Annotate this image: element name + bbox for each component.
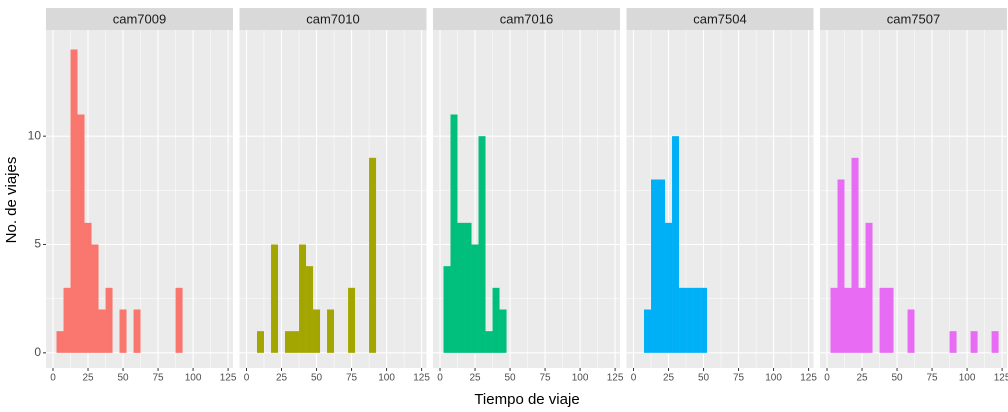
x-tick-label: 100 [765,373,782,384]
x-tick-label: 75 [346,373,358,384]
x-tick-label: 0 [50,373,56,384]
bar [348,287,356,353]
strip [433,8,620,30]
x-tick-label: 25 [469,373,481,384]
bar [443,266,451,353]
bar [879,287,887,353]
x-tick-label: 75 [539,373,551,384]
x-tick-label: 0 [824,373,830,384]
bar [651,179,659,353]
bar [63,287,71,353]
x-tick-label: 50 [117,373,129,384]
x-tick-label: 50 [698,373,710,384]
y-tick-label: 10 [28,128,42,142]
x-tick-label: 0 [437,373,443,384]
y-tick-label: 5 [34,237,41,251]
x-tick-label: 100 [572,373,589,384]
bar [299,244,307,353]
bar [970,331,978,353]
bar [56,331,64,353]
x-tick-label: 25 [856,373,868,384]
x-tick-label: 50 [891,373,903,384]
bar [700,287,708,353]
bar [285,331,293,353]
bar [844,287,852,353]
strip [820,8,1007,30]
bar [851,157,859,353]
bar [271,244,279,353]
x-tick-label: 125 [607,373,624,384]
bar [644,309,652,353]
x-axis-title: Tiempo de viaje [474,391,579,408]
x-tick-label: 100 [185,373,202,384]
bar [499,309,507,353]
x-tick-label: 75 [926,373,938,384]
facet-title: cam7507 [887,11,940,26]
bar [464,222,472,353]
bar [837,179,845,353]
x-tick-label: 75 [152,373,164,384]
bar [886,287,894,353]
bar [450,114,458,353]
bar [693,287,701,353]
bar [907,309,915,353]
bar [119,309,127,353]
x-tick-label: 75 [733,373,745,384]
bar [471,244,479,353]
facet-title: cam7504 [693,11,746,26]
x-tick-label: 125 [220,373,237,384]
bar [830,287,838,353]
bar [327,309,335,353]
x-tick-label: 50 [504,373,516,384]
x-tick-label: 125 [994,373,1008,384]
bar [91,244,99,353]
x-tick-label: 25 [276,373,288,384]
bar [369,157,377,353]
x-tick-label: 0 [631,373,637,384]
strip [239,8,427,30]
x-tick-label: 25 [663,373,675,384]
x-tick-label: 0 [244,373,250,384]
bar [679,287,687,353]
y-axis-title: No. de viajes [3,157,20,244]
x-tick-label: 100 [959,373,976,384]
bar [865,222,873,353]
bar [306,266,314,353]
bar [686,287,694,353]
bar [457,222,465,353]
bar [84,222,92,353]
bar [858,287,866,353]
bar [313,309,321,353]
strip [46,8,233,30]
bar [70,49,78,353]
bar [292,331,300,353]
x-tick-label: 25 [82,373,94,384]
facet-title: cam7010 [306,11,359,26]
x-tick-label: 50 [311,373,323,384]
bar [665,222,673,353]
x-tick-label: 125 [800,373,817,384]
bar [98,309,106,353]
x-tick-label: 100 [378,373,395,384]
y-tick-label: 0 [34,345,41,359]
bar [77,114,85,353]
x-tick-label: 125 [413,373,430,384]
bar [658,179,666,353]
bar [485,331,493,353]
facet-title: cam7009 [113,11,166,26]
strip [626,8,814,30]
bar [175,287,183,353]
bar [991,331,999,353]
bar [478,136,486,353]
facet-title: cam7016 [500,11,553,26]
bar [672,136,680,353]
bar [133,309,141,353]
bar [949,331,957,353]
bar [105,287,113,353]
bar [257,331,265,353]
bar [492,287,500,353]
